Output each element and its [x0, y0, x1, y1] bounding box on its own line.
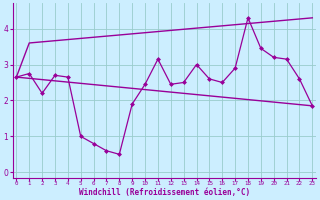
X-axis label: Windchill (Refroidissement éolien,°C): Windchill (Refroidissement éolien,°C) [79, 188, 250, 197]
